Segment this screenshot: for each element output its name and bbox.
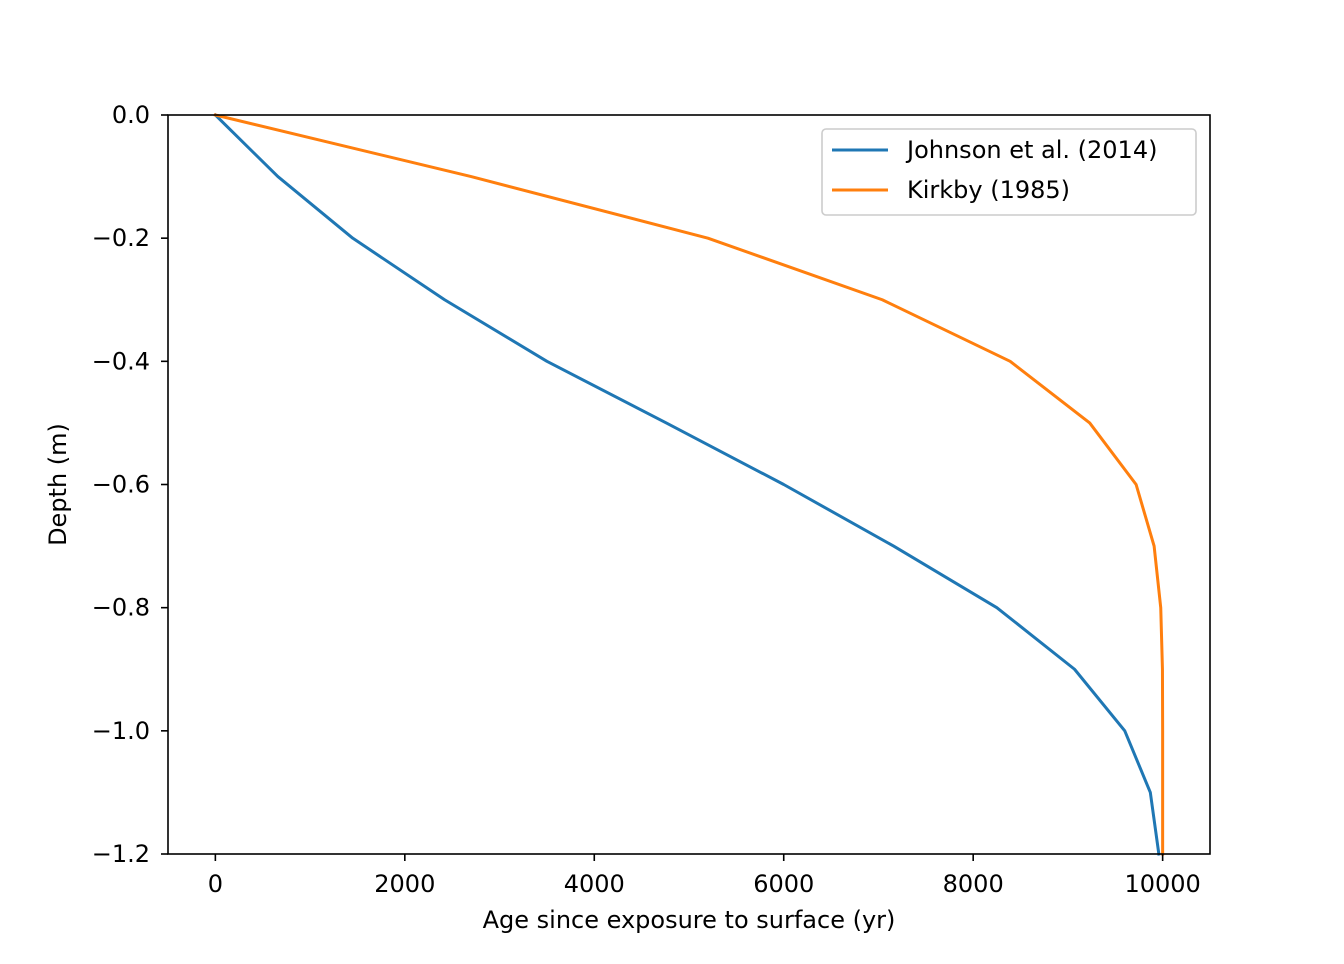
y-tick-label: 0.0	[112, 101, 150, 129]
series-layer	[213, 112, 1165, 856]
x-tick-label: 2000	[374, 870, 435, 898]
series-line-2	[213, 113, 1165, 856]
y-tick-label: −1.2	[92, 840, 150, 868]
y-tick-label: −0.6	[92, 471, 150, 499]
legend: Johnson et al. (2014) Kirkby (1985)	[821, 128, 1197, 216]
y-axis-ticks: 0.0 −0.2 −0.4 −0.6 −0.8 −1.0 −1.2	[92, 101, 168, 868]
series-line-1	[213, 112, 1161, 856]
x-tick-label: 6000	[753, 870, 814, 898]
legend-label-2: Kirkby (1985)	[907, 176, 1070, 204]
legend-box	[821, 128, 1197, 216]
x-axis-ticks: 0 2000 4000 6000 8000 10000	[208, 854, 1201, 898]
x-axis-label: Age since exposure to surface (yr)	[483, 906, 896, 934]
y-tick-label: −1.0	[92, 717, 150, 745]
x-tick-label: 0	[208, 870, 223, 898]
x-tick-label: 8000	[943, 870, 1004, 898]
x-tick-label: 10000	[1124, 870, 1200, 898]
y-tick-label: −0.2	[92, 224, 150, 252]
y-tick-label: −0.8	[92, 594, 150, 622]
legend-label-1: Johnson et al. (2014)	[905, 136, 1157, 164]
x-tick-label: 4000	[564, 870, 625, 898]
y-axis-label: Depth (m)	[44, 423, 72, 546]
y-tick-label: −0.4	[92, 347, 150, 375]
